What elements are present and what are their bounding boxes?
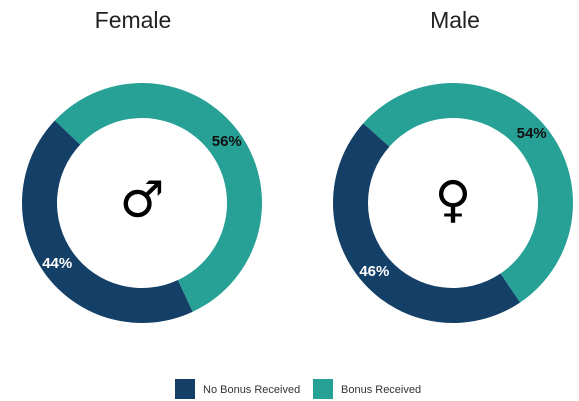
legend-swatch xyxy=(313,379,333,399)
value-label: 44% xyxy=(42,255,72,272)
value-label: 46% xyxy=(359,263,389,280)
gender-symbol: ♀ xyxy=(435,171,472,229)
donut-segment xyxy=(21,120,193,324)
chart-title: Female xyxy=(95,7,172,33)
legend-swatch xyxy=(175,379,195,399)
donut-segment xyxy=(332,123,521,324)
value-label: 56% xyxy=(212,133,242,150)
donut-segment xyxy=(363,83,573,303)
gender-symbol: ♂ xyxy=(120,171,165,229)
chart-title: Male xyxy=(430,7,480,33)
legend-label: Bonus Received xyxy=(341,384,421,396)
value-label: 54% xyxy=(517,125,547,142)
legend-label: No Bonus Received xyxy=(203,384,300,396)
donut-segment xyxy=(54,83,263,312)
